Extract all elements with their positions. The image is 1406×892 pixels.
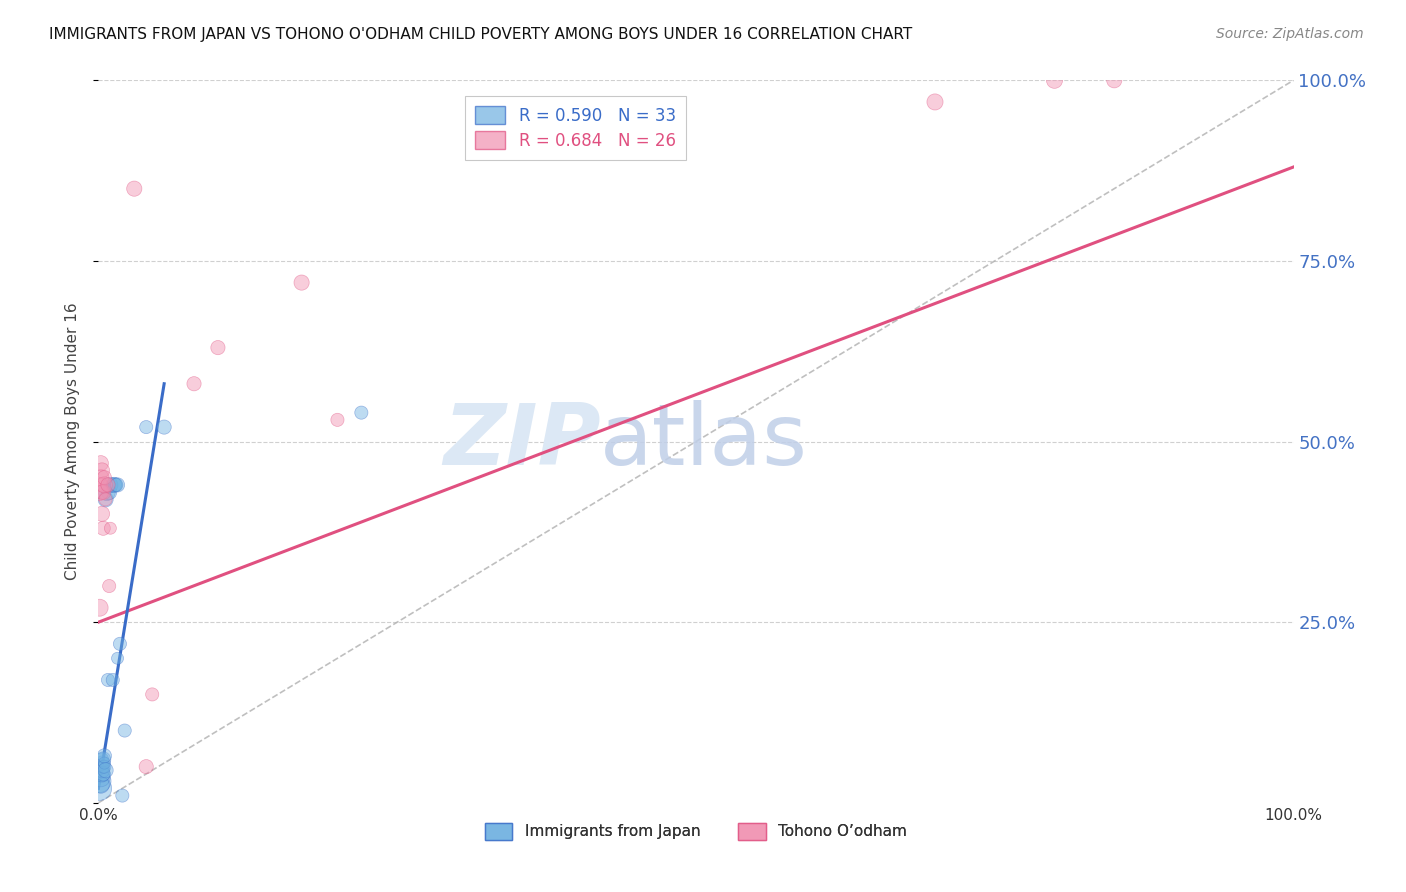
Point <box>98 579 121 593</box>
Point <box>89 485 111 500</box>
Point <box>103 478 125 492</box>
Point <box>101 673 124 687</box>
Point <box>93 478 115 492</box>
Text: IMMIGRANTS FROM JAPAN VS TOHONO O'ODHAM CHILD POVERTY AMONG BOYS UNDER 16 CORREL: IMMIGRANTS FROM JAPAN VS TOHONO O'ODHAM … <box>49 27 912 42</box>
Point <box>350 406 373 420</box>
Point <box>91 752 114 766</box>
Point <box>90 478 112 492</box>
Legend: Immigrants from Japan, Tohono O’odham: Immigrants from Japan, Tohono O’odham <box>479 817 912 846</box>
Point <box>98 521 122 535</box>
Point <box>105 478 128 492</box>
Point <box>97 478 120 492</box>
Point <box>91 767 114 781</box>
Text: Source: ZipAtlas.com: Source: ZipAtlas.com <box>1216 27 1364 41</box>
Point <box>108 637 131 651</box>
Point <box>91 463 114 477</box>
Point <box>93 470 115 484</box>
Point <box>98 485 121 500</box>
Point <box>96 485 118 500</box>
Point <box>114 723 136 738</box>
Point <box>90 771 112 785</box>
Text: ZIP: ZIP <box>443 400 600 483</box>
Point <box>104 478 127 492</box>
Point <box>91 521 114 535</box>
Point <box>91 507 114 521</box>
Point <box>124 182 146 196</box>
Point <box>326 413 349 427</box>
Point <box>153 420 176 434</box>
Point <box>94 492 117 507</box>
Point <box>135 420 157 434</box>
Point <box>90 456 112 470</box>
Point <box>1104 73 1126 87</box>
Point <box>94 492 117 507</box>
Point <box>207 341 229 355</box>
Point <box>183 376 205 391</box>
Point <box>291 276 314 290</box>
Point <box>141 687 163 701</box>
Point <box>89 781 111 796</box>
Point <box>94 764 117 778</box>
Point <box>924 95 946 109</box>
Point <box>97 673 120 687</box>
Point <box>91 764 114 778</box>
Point <box>1043 73 1066 87</box>
Point <box>93 756 115 770</box>
Point <box>107 651 129 665</box>
Point <box>90 778 112 792</box>
Point <box>89 774 111 789</box>
Point <box>91 767 114 781</box>
Point <box>107 478 129 492</box>
Point <box>91 485 114 500</box>
Y-axis label: Child Poverty Among Boys Under 16: Child Poverty Among Boys Under 16 <box>65 302 80 581</box>
Point <box>98 478 122 492</box>
Point <box>90 760 112 774</box>
Point <box>91 752 114 766</box>
Point <box>90 470 112 484</box>
Point <box>91 485 114 500</box>
Point <box>89 600 111 615</box>
Point <box>93 748 115 763</box>
Point <box>111 789 134 803</box>
Point <box>91 760 114 774</box>
Point <box>93 760 115 774</box>
Point <box>91 756 114 770</box>
Text: atlas: atlas <box>600 400 808 483</box>
Point <box>135 760 157 774</box>
